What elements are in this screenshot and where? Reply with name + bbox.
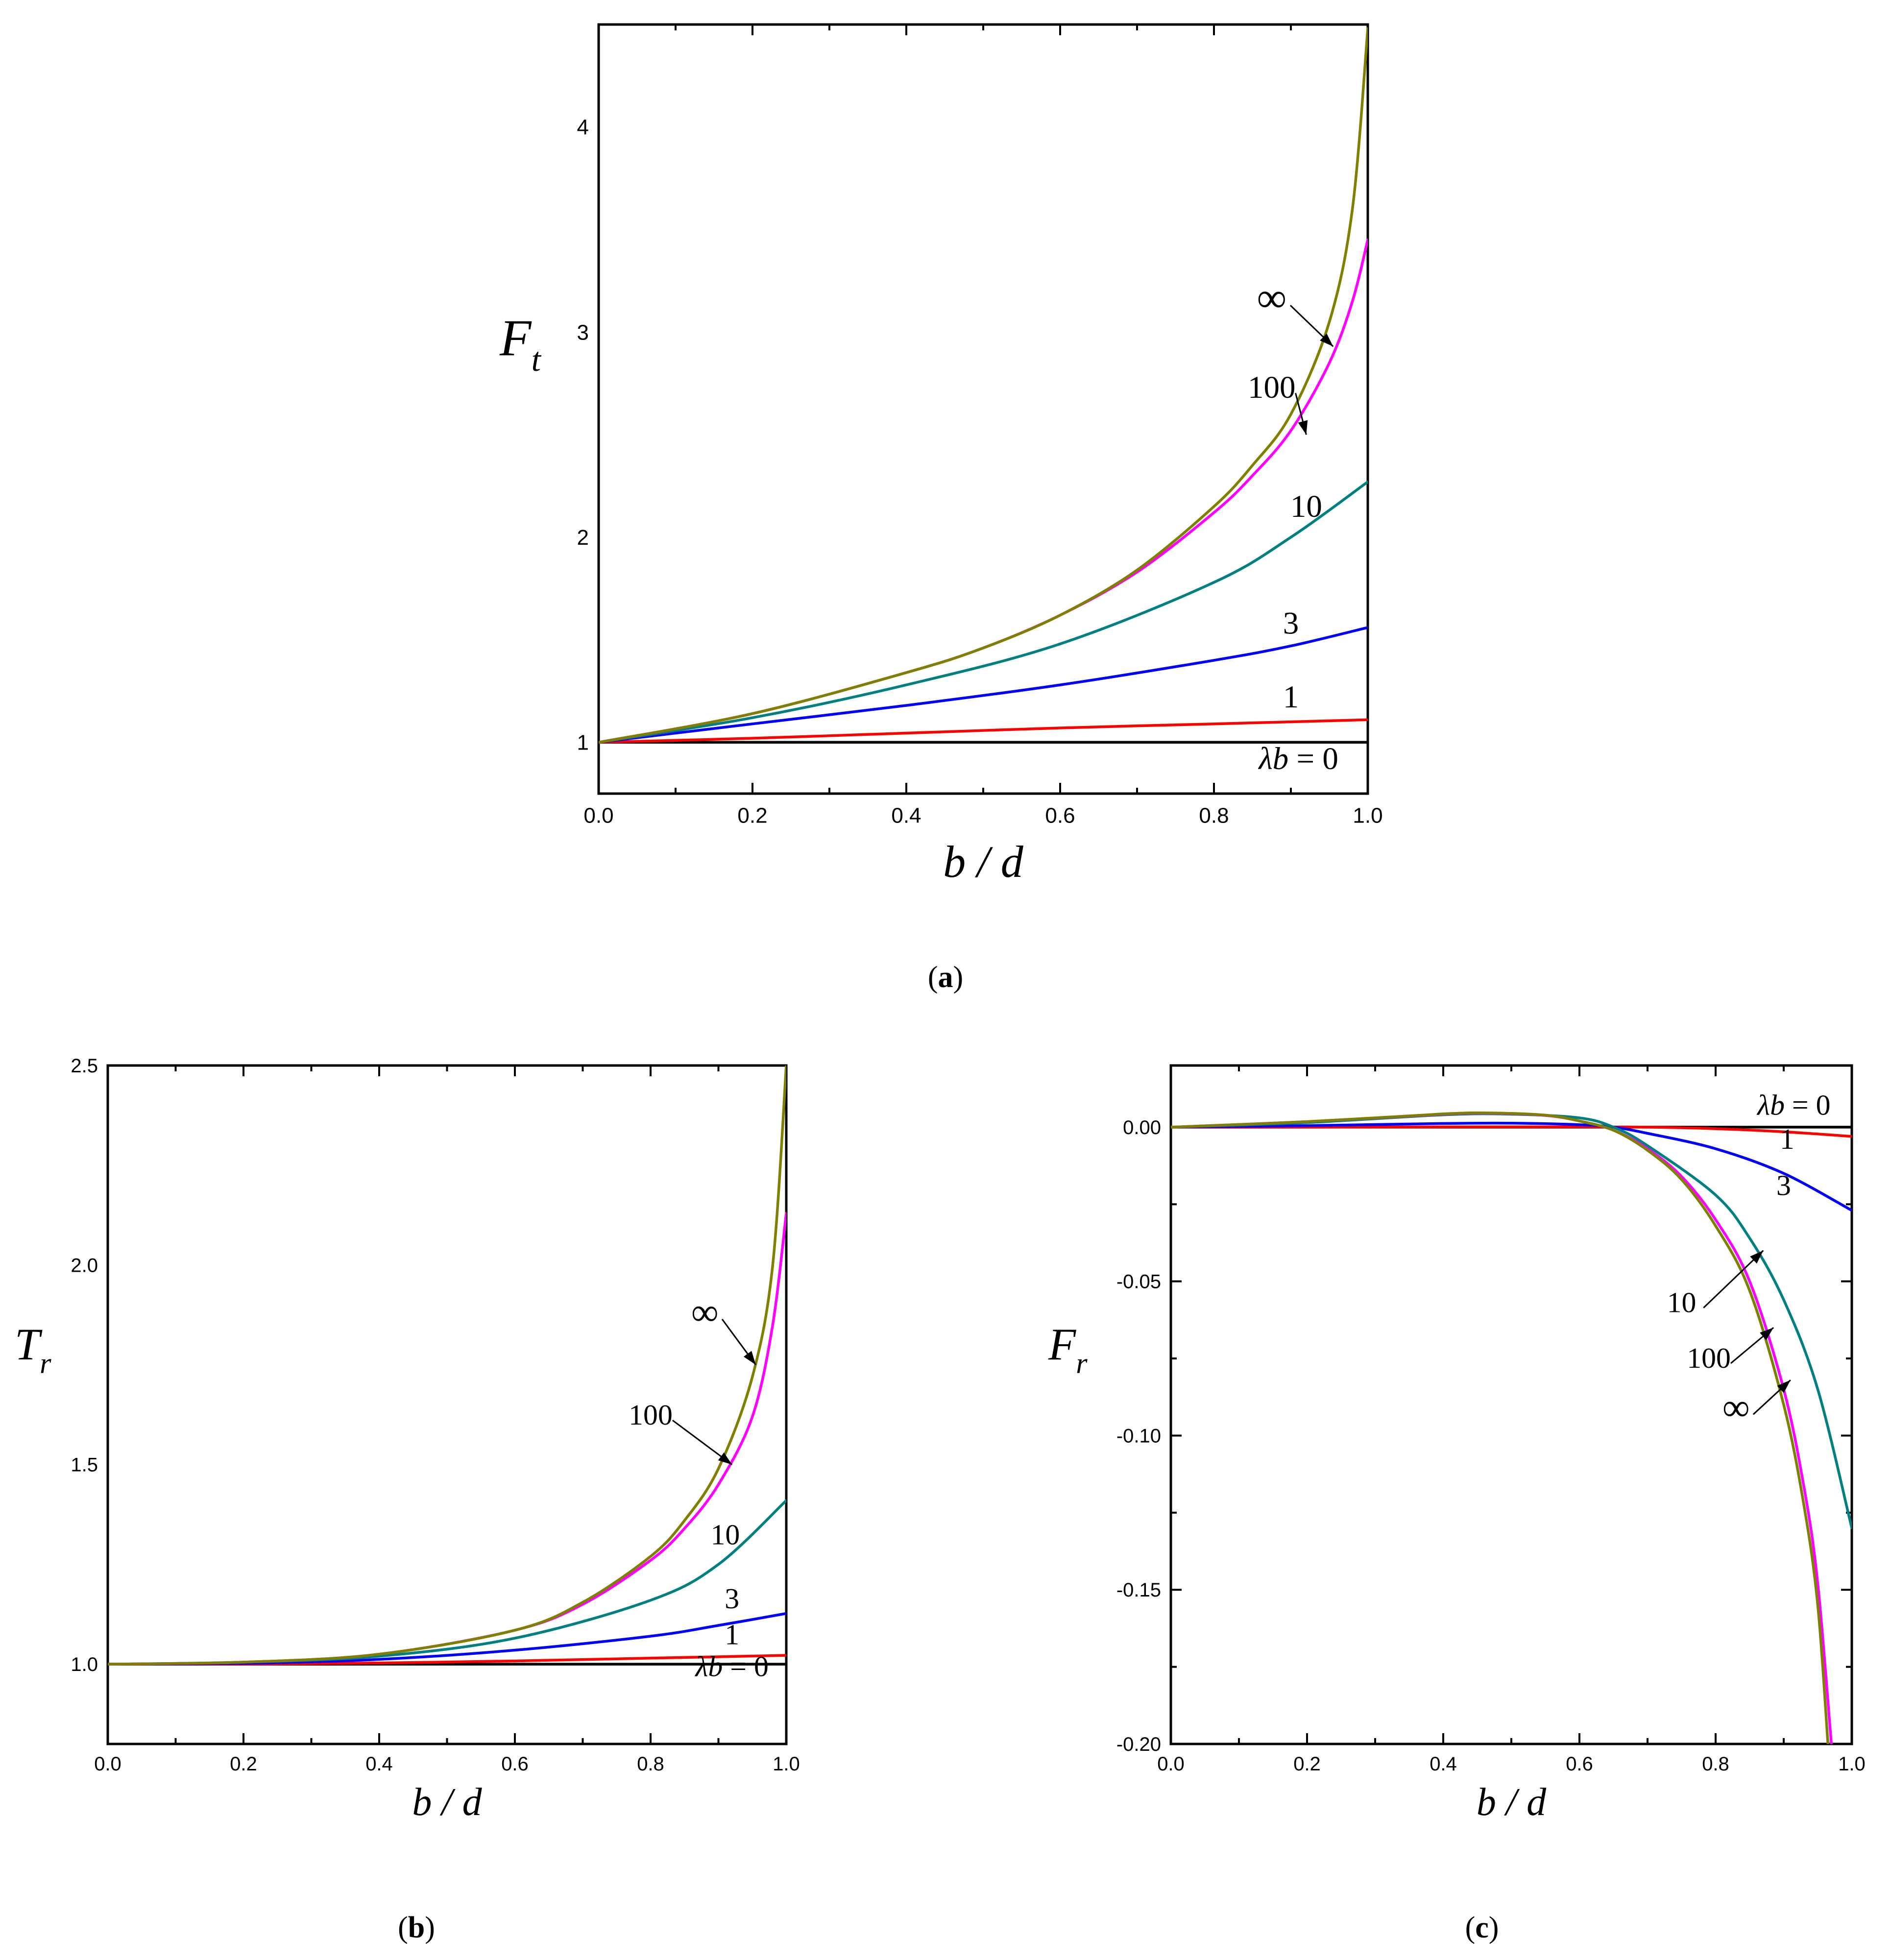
x-tick-label: 0.2 <box>737 803 767 827</box>
series-line-inf <box>1171 1111 1830 1744</box>
y-axis-label: Fr <box>1048 1319 1088 1379</box>
curve-label: 100 <box>1248 370 1296 405</box>
x-tick-label: 0.4 <box>1430 1753 1457 1775</box>
series-line-10 <box>599 480 1368 744</box>
y-tick-label: -0.20 <box>1116 1734 1161 1755</box>
arrowhead <box>1760 1328 1774 1340</box>
x-tick-label: 0.8 <box>1702 1753 1729 1775</box>
curve-label: λb = 0 <box>695 1650 769 1683</box>
x-tick-label: 0.2 <box>230 1753 257 1775</box>
curve-label: 10 <box>1290 489 1322 524</box>
y-tick-label: 2.0 <box>71 1255 98 1276</box>
x-tick-label: 0.4 <box>891 803 921 827</box>
arrowhead <box>1777 1380 1791 1393</box>
x-tick-label: 1.0 <box>1353 803 1382 827</box>
x-tick-label: 0.0 <box>1157 1753 1185 1775</box>
series-line-1 <box>1171 1125 1852 1138</box>
y-tick-label: 2.5 <box>71 1055 98 1077</box>
x-tick-label: 0.8 <box>637 1753 664 1775</box>
x-tick-label: 0.6 <box>1045 803 1075 827</box>
series-line-10 <box>1171 1112 1852 1530</box>
x-tick-label: 0.6 <box>501 1753 529 1775</box>
x-tick-label: 0.4 <box>365 1753 393 1775</box>
panel-label: (a) <box>928 961 963 994</box>
x-axis-label: b / d <box>1477 1781 1547 1824</box>
curve-label: 3 <box>1776 1169 1791 1201</box>
x-axis-label: b / d <box>412 1781 482 1824</box>
y-tick-label: -0.10 <box>1116 1425 1161 1447</box>
curve-label: λb = 0 <box>1258 741 1338 776</box>
series-line-inf <box>108 1065 786 1666</box>
y-tick-label: 0.00 <box>1123 1117 1161 1138</box>
curve-label: λb = 0 <box>1756 1089 1830 1121</box>
label-arrow <box>1703 1250 1764 1308</box>
arrowhead <box>1320 333 1333 347</box>
curve-label: 3 <box>725 1582 739 1615</box>
x-tick-label: 0.8 <box>1199 803 1229 827</box>
y-axis-label: Tr <box>15 1319 51 1379</box>
curve-label: ∞ <box>691 1291 719 1333</box>
series-line-10 <box>108 1499 786 1666</box>
curve-label: ∞ <box>1722 1386 1750 1428</box>
x-tick-label: 0.2 <box>1293 1753 1321 1775</box>
panel-c: 0.0 0.2 0.4 0.6 0.8 1.0 0.00 -0.05 -0.10 -0.15 -0.… <box>1048 1064 1866 1944</box>
panel-label: (c) <box>1465 1911 1499 1944</box>
curve-label: 10 <box>1667 1286 1697 1319</box>
panel-a: 0.0 0.2 0.4 0.6 0.8 1.0 1 2 3 4 ∞ 100 10 3 1 λb = 0 b / … <box>499 23 1383 994</box>
y-tick-label: 1.0 <box>71 1654 98 1675</box>
x-tick-label: 0.0 <box>94 1753 121 1775</box>
curve-label: 3 <box>1283 605 1299 641</box>
series-line-1 <box>599 718 1368 744</box>
curve-label: 1 <box>725 1618 739 1650</box>
y-tick-label: -0.05 <box>1116 1271 1161 1293</box>
y-tick-label: 1 <box>577 731 589 755</box>
y-tick-label: 3 <box>577 320 589 344</box>
series-line-100 <box>108 1211 786 1666</box>
arrowhead <box>1298 420 1308 435</box>
panel-b: 0.0 0.2 0.4 0.6 0.8 1.0 1.0 1.5 2.0 2.5 ∞ 100 10 31λb… <box>15 1055 800 1944</box>
x-tick-label: 1.0 <box>1838 1753 1866 1775</box>
series-line-inf <box>599 27 1368 744</box>
panel-label: (b) <box>398 1911 435 1944</box>
y-tick-label: -0.15 <box>1116 1579 1161 1601</box>
y-tick-label: 2 <box>577 526 589 550</box>
arrowhead <box>718 1452 732 1465</box>
curve-label: 10 <box>710 1519 740 1551</box>
curve-label: ∞ <box>1257 275 1286 321</box>
y-axis-label: Ft <box>499 309 542 378</box>
plot-frame <box>597 23 1369 795</box>
series-line-3 <box>599 626 1368 744</box>
x-axis-label: b / d <box>943 837 1024 887</box>
curve-label: 100 <box>629 1399 673 1431</box>
curve-label: 1 <box>1283 679 1299 715</box>
arrowhead <box>744 1351 756 1365</box>
curve-label: 1 <box>1780 1123 1794 1155</box>
x-tick-label: 1.0 <box>773 1753 800 1775</box>
x-tick-label: 0.6 <box>1566 1753 1593 1775</box>
x-tick-label: 0.0 <box>583 803 613 827</box>
series-line-100 <box>1171 1112 1833 1744</box>
series-line-3 <box>1171 1121 1852 1212</box>
y-tick-label: 1.5 <box>71 1454 98 1476</box>
plot-frame <box>106 1064 788 1745</box>
y-tick-label: 4 <box>577 116 589 140</box>
curve-label: 100 <box>1687 1342 1731 1374</box>
arrowhead <box>1750 1250 1764 1264</box>
